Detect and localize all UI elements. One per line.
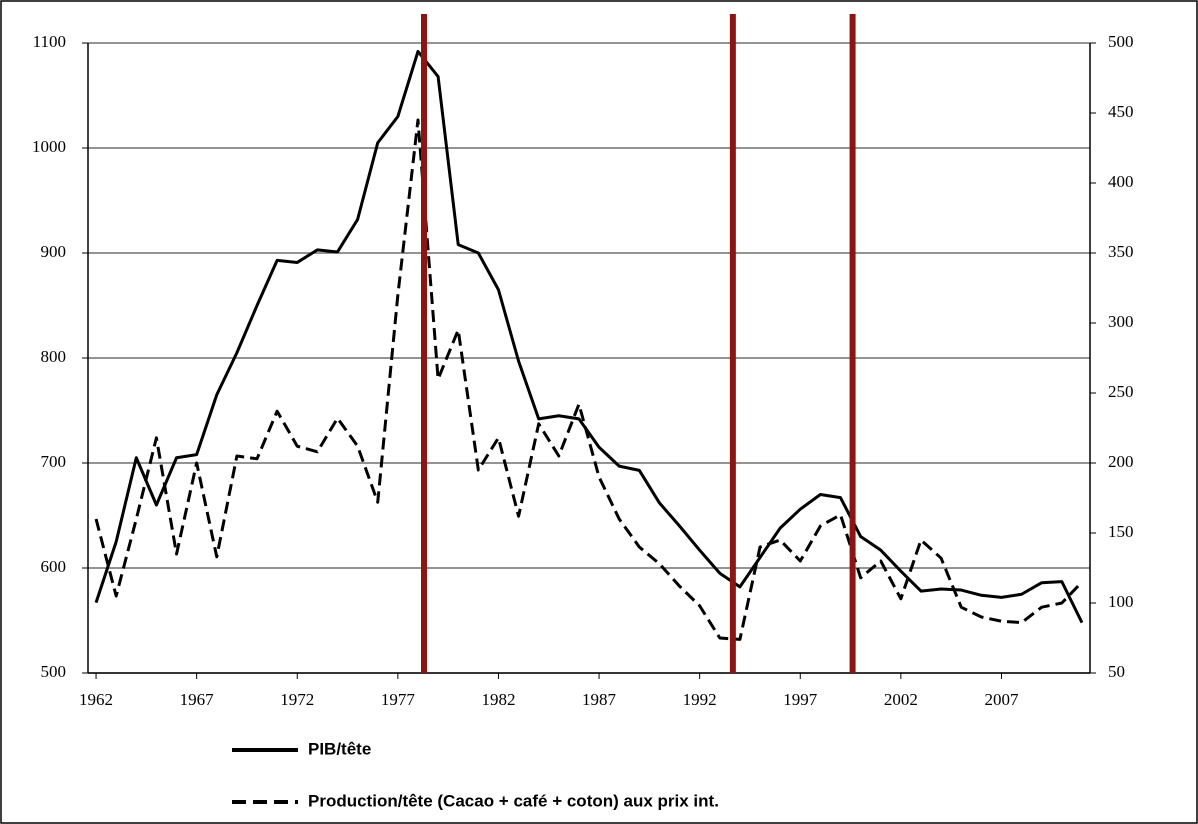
x-tick-label: 1972 — [280, 690, 314, 709]
y2-tick-label: 350 — [1108, 242, 1134, 261]
series-line — [94, 118, 1084, 641]
y-tick-label: 800 — [41, 347, 67, 366]
y-tick-label: 1000 — [32, 137, 66, 156]
x-tick-label: 1967 — [180, 690, 215, 709]
series-line — [94, 49, 1084, 624]
x-tick-label: 1962 — [79, 690, 113, 709]
x-tick-label: 2007 — [984, 690, 1019, 709]
legend-label: PIB/tête — [308, 739, 371, 758]
y-tick-label: 700 — [41, 452, 67, 471]
y2-tick-label: 250 — [1108, 382, 1134, 401]
y2-tick-label: 100 — [1108, 592, 1134, 611]
x-tick-label: 2002 — [884, 690, 918, 709]
y2-tick-label: 200 — [1108, 452, 1134, 471]
x-tick-label: 1997 — [783, 690, 818, 709]
x-tick-label: 1987 — [582, 690, 617, 709]
y2-tick-label: 450 — [1108, 102, 1134, 121]
y-tick-label: 1100 — [33, 32, 66, 51]
x-tick-label: 1977 — [381, 690, 416, 709]
x-tick-label: 1992 — [683, 690, 717, 709]
y2-tick-label: 400 — [1108, 172, 1134, 191]
y-tick-label: 500 — [41, 662, 67, 681]
y2-tick-label: 150 — [1108, 522, 1134, 541]
y2-tick-label: 50 — [1108, 662, 1125, 681]
y2-tick-label: 500 — [1108, 32, 1134, 51]
y-tick-label: 600 — [41, 557, 67, 576]
x-tick-label: 1982 — [481, 690, 515, 709]
y-tick-label: 900 — [41, 242, 67, 261]
y2-tick-label: 300 — [1108, 312, 1134, 331]
legend-label: Production/tête (Cacao + café + coton) a… — [308, 791, 719, 810]
